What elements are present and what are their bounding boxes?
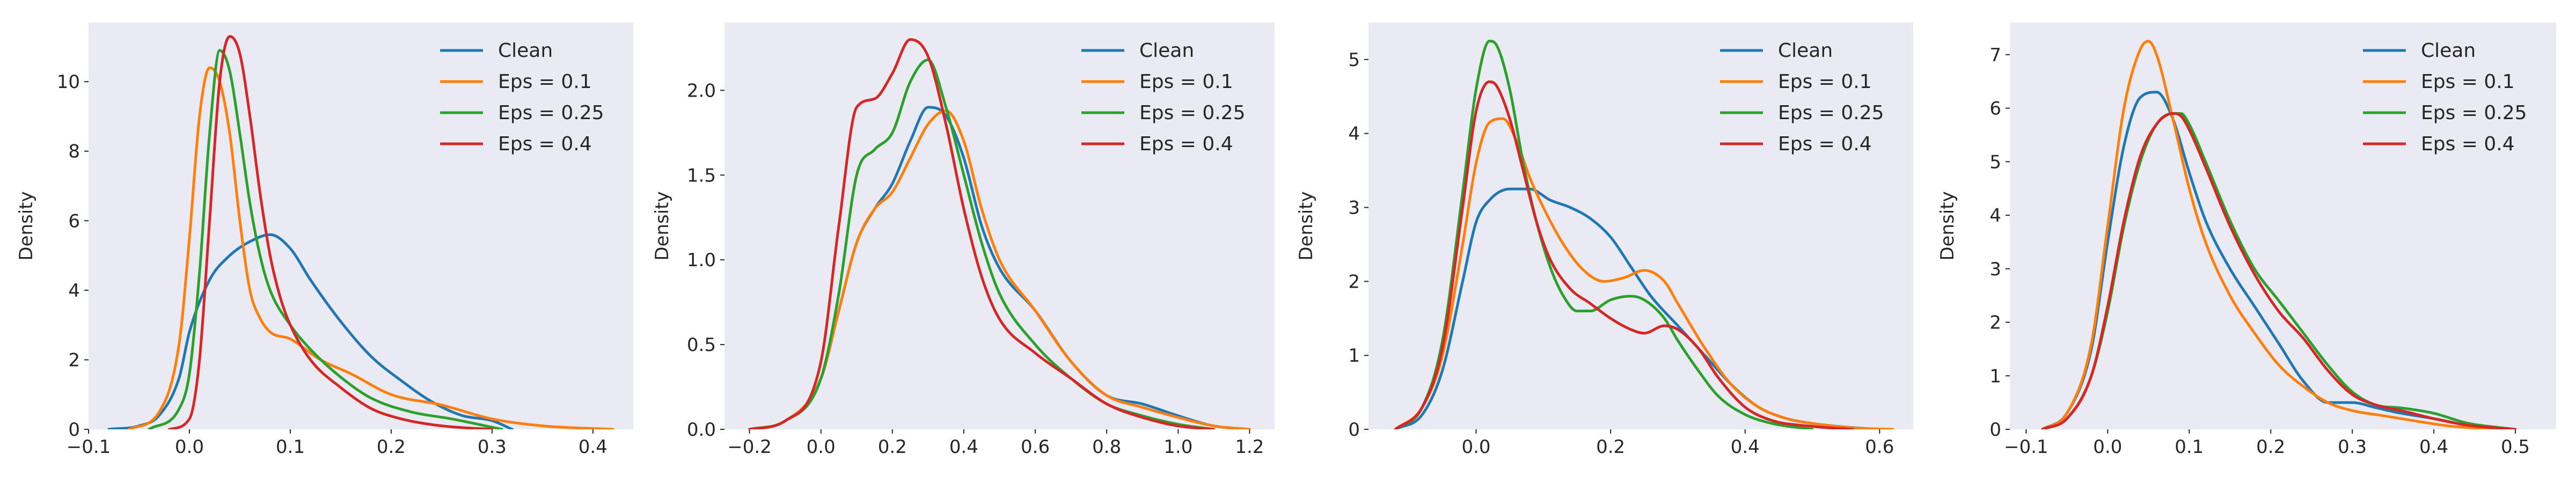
plot-area: [724, 23, 1275, 429]
y-tick-label: 1.5: [687, 165, 716, 186]
chart-panel-2: −0.2 0.0 0.2 0.4 0.6 0.8 1.0 1.2 0.0 0.5 1.0 1.5 2.0…: [652, 23, 1275, 458]
x-tick-label: 0.5: [2501, 436, 2530, 458]
series-line-1: [107, 233, 514, 429]
y-tick-label: 3: [1348, 197, 1360, 219]
series-group: [1394, 39, 1894, 429]
y-tick-label: 2: [68, 349, 80, 371]
x-tick-label: 0.4: [2419, 436, 2448, 458]
y-tick-label: 10: [57, 71, 80, 93]
y-tick-label: 2: [1348, 271, 1360, 292]
y-tick-label: 1: [1348, 345, 1360, 367]
x-tick-label: 1.2: [1235, 436, 1264, 458]
y-axis-label: Density: [16, 191, 37, 260]
legend-label: Clean: [1778, 40, 1833, 62]
x-tick-label: 0.6: [1021, 436, 1050, 458]
x-tick-label: 0.0: [807, 436, 836, 458]
series-group: [107, 35, 614, 429]
x-tick-label: 0.0: [2093, 436, 2122, 458]
series-group: [2041, 40, 2517, 429]
chart-panel-4: −0.1 0.0 0.1 0.2 0.3 0.4 0.5 0 1 2 3 4 5 6 7 Density Cle…: [1937, 23, 2556, 458]
y-axis-label: Density: [1296, 191, 1317, 260]
y-tick-label: 0: [1989, 419, 2001, 441]
y-tick-label: 0.5: [687, 334, 716, 356]
series-line-2: [1394, 117, 1894, 429]
legend-label: Eps = 0.25: [1139, 102, 1246, 124]
x-tick-label: 0.2: [878, 436, 907, 458]
x-tick-label: 0.0: [175, 436, 204, 458]
legend-label: Eps = 0.1: [498, 71, 592, 93]
legend-label: Eps = 0.4: [2421, 133, 2515, 155]
y-tick-label: 3: [1989, 259, 2001, 280]
y-tick-label: 1: [1989, 365, 2001, 387]
series-line-1: [2041, 91, 2501, 429]
legend: Clean Eps = 0.1 Eps = 0.25 Eps = 0.4: [1720, 40, 1884, 155]
series-line-4: [1394, 80, 1854, 429]
x-tick-label: 0.4: [949, 436, 978, 458]
series-line-3: [1394, 39, 1814, 429]
y-tick-label: 5: [1989, 151, 2001, 173]
series-line-4: [748, 38, 1216, 429]
y-tick-label: 2.0: [687, 80, 716, 101]
plot-area: [2010, 23, 2556, 429]
legend-label: Eps = 0.25: [2421, 102, 2527, 124]
x-tick-label: 1.0: [1163, 436, 1192, 458]
y-tick-label: 2: [1989, 312, 2001, 334]
x-tick-label: 0.6: [1865, 436, 1894, 458]
legend: Clean Eps = 0.1 Eps = 0.25 Eps = 0.4: [1081, 40, 1246, 155]
y-axis-label: Density: [1937, 191, 1958, 260]
legend-label: Clean: [2421, 40, 2476, 62]
x-tick-label: 0.4: [1731, 436, 1760, 458]
x-tick-label: 0.1: [2175, 436, 2204, 458]
y-tick-label: 4: [68, 280, 80, 302]
y-tick-label: 1.0: [687, 250, 716, 271]
y-tick-label: 5: [1348, 49, 1360, 71]
legend-label: Eps = 0.1: [2421, 71, 2515, 93]
x-tick-label: −0.1: [2004, 436, 2048, 458]
y-tick-label: 4: [1989, 205, 2001, 226]
legend-label: Eps = 0.4: [1139, 133, 1233, 155]
x-tick-label: −0.1: [67, 436, 111, 458]
chart-panel-3: 0.0 0.2 0.4 0.6 0 1 2 3 4 5 Density Clean Eps = 0.1 E…: [1296, 23, 1913, 458]
legend-label: Eps = 0.25: [1778, 102, 1884, 124]
series-line-2: [2041, 40, 2501, 429]
y-tick-label: 0.0: [687, 419, 716, 441]
series-line-2: [127, 66, 614, 429]
legend-label: Clean: [498, 40, 553, 62]
series-line-4: [2041, 112, 2517, 429]
x-tick-label: −0.2: [727, 436, 772, 458]
y-tick-label: 6: [1989, 98, 2001, 120]
x-tick-label: 0.2: [2256, 436, 2285, 458]
y-tick-label: 4: [1348, 123, 1360, 145]
series-line-3: [148, 49, 504, 429]
plot-area: [89, 23, 633, 429]
x-tick-label: 0.2: [377, 436, 406, 458]
series-line-4: [167, 35, 494, 429]
x-tick-label: 0.3: [478, 436, 507, 458]
x-tick-label: 0.2: [1596, 436, 1625, 458]
x-tick-label: 0.3: [2338, 436, 2367, 458]
legend-label: Eps = 0.4: [498, 133, 592, 155]
legend-label: Eps = 0.1: [1139, 71, 1233, 93]
y-tick-label: 7: [1989, 45, 2001, 66]
legend: Clean Eps = 0.1 Eps = 0.25 Eps = 0.4: [2363, 40, 2527, 155]
series-line-2: [748, 109, 1251, 429]
legend-label: Eps = 0.1: [1778, 71, 1872, 93]
x-tick-label: 0.8: [1092, 436, 1121, 458]
x-tick-label: 0.1: [276, 436, 305, 458]
y-tick-label: 0: [1348, 419, 1360, 441]
x-tick-label: 0.0: [1461, 436, 1490, 458]
chart-panel-1: −0.1 0.0 0.1 0.2 0.3 0.4 0 2 4 6 8 10 Density Clean Ep…: [16, 23, 633, 458]
legend-label: Eps = 0.4: [1778, 133, 1872, 155]
legend: Clean Eps = 0.1 Eps = 0.25 Eps = 0.4: [440, 40, 604, 155]
y-axis-label: Density: [652, 191, 673, 260]
legend-label: Clean: [1139, 40, 1194, 62]
y-tick-label: 6: [68, 210, 80, 232]
y-tick-label: 0: [68, 419, 80, 441]
series-group: [748, 38, 1251, 429]
y-tick-label: 8: [68, 141, 80, 163]
legend-label: Eps = 0.25: [498, 102, 604, 124]
x-tick-label: 0.4: [579, 436, 608, 458]
